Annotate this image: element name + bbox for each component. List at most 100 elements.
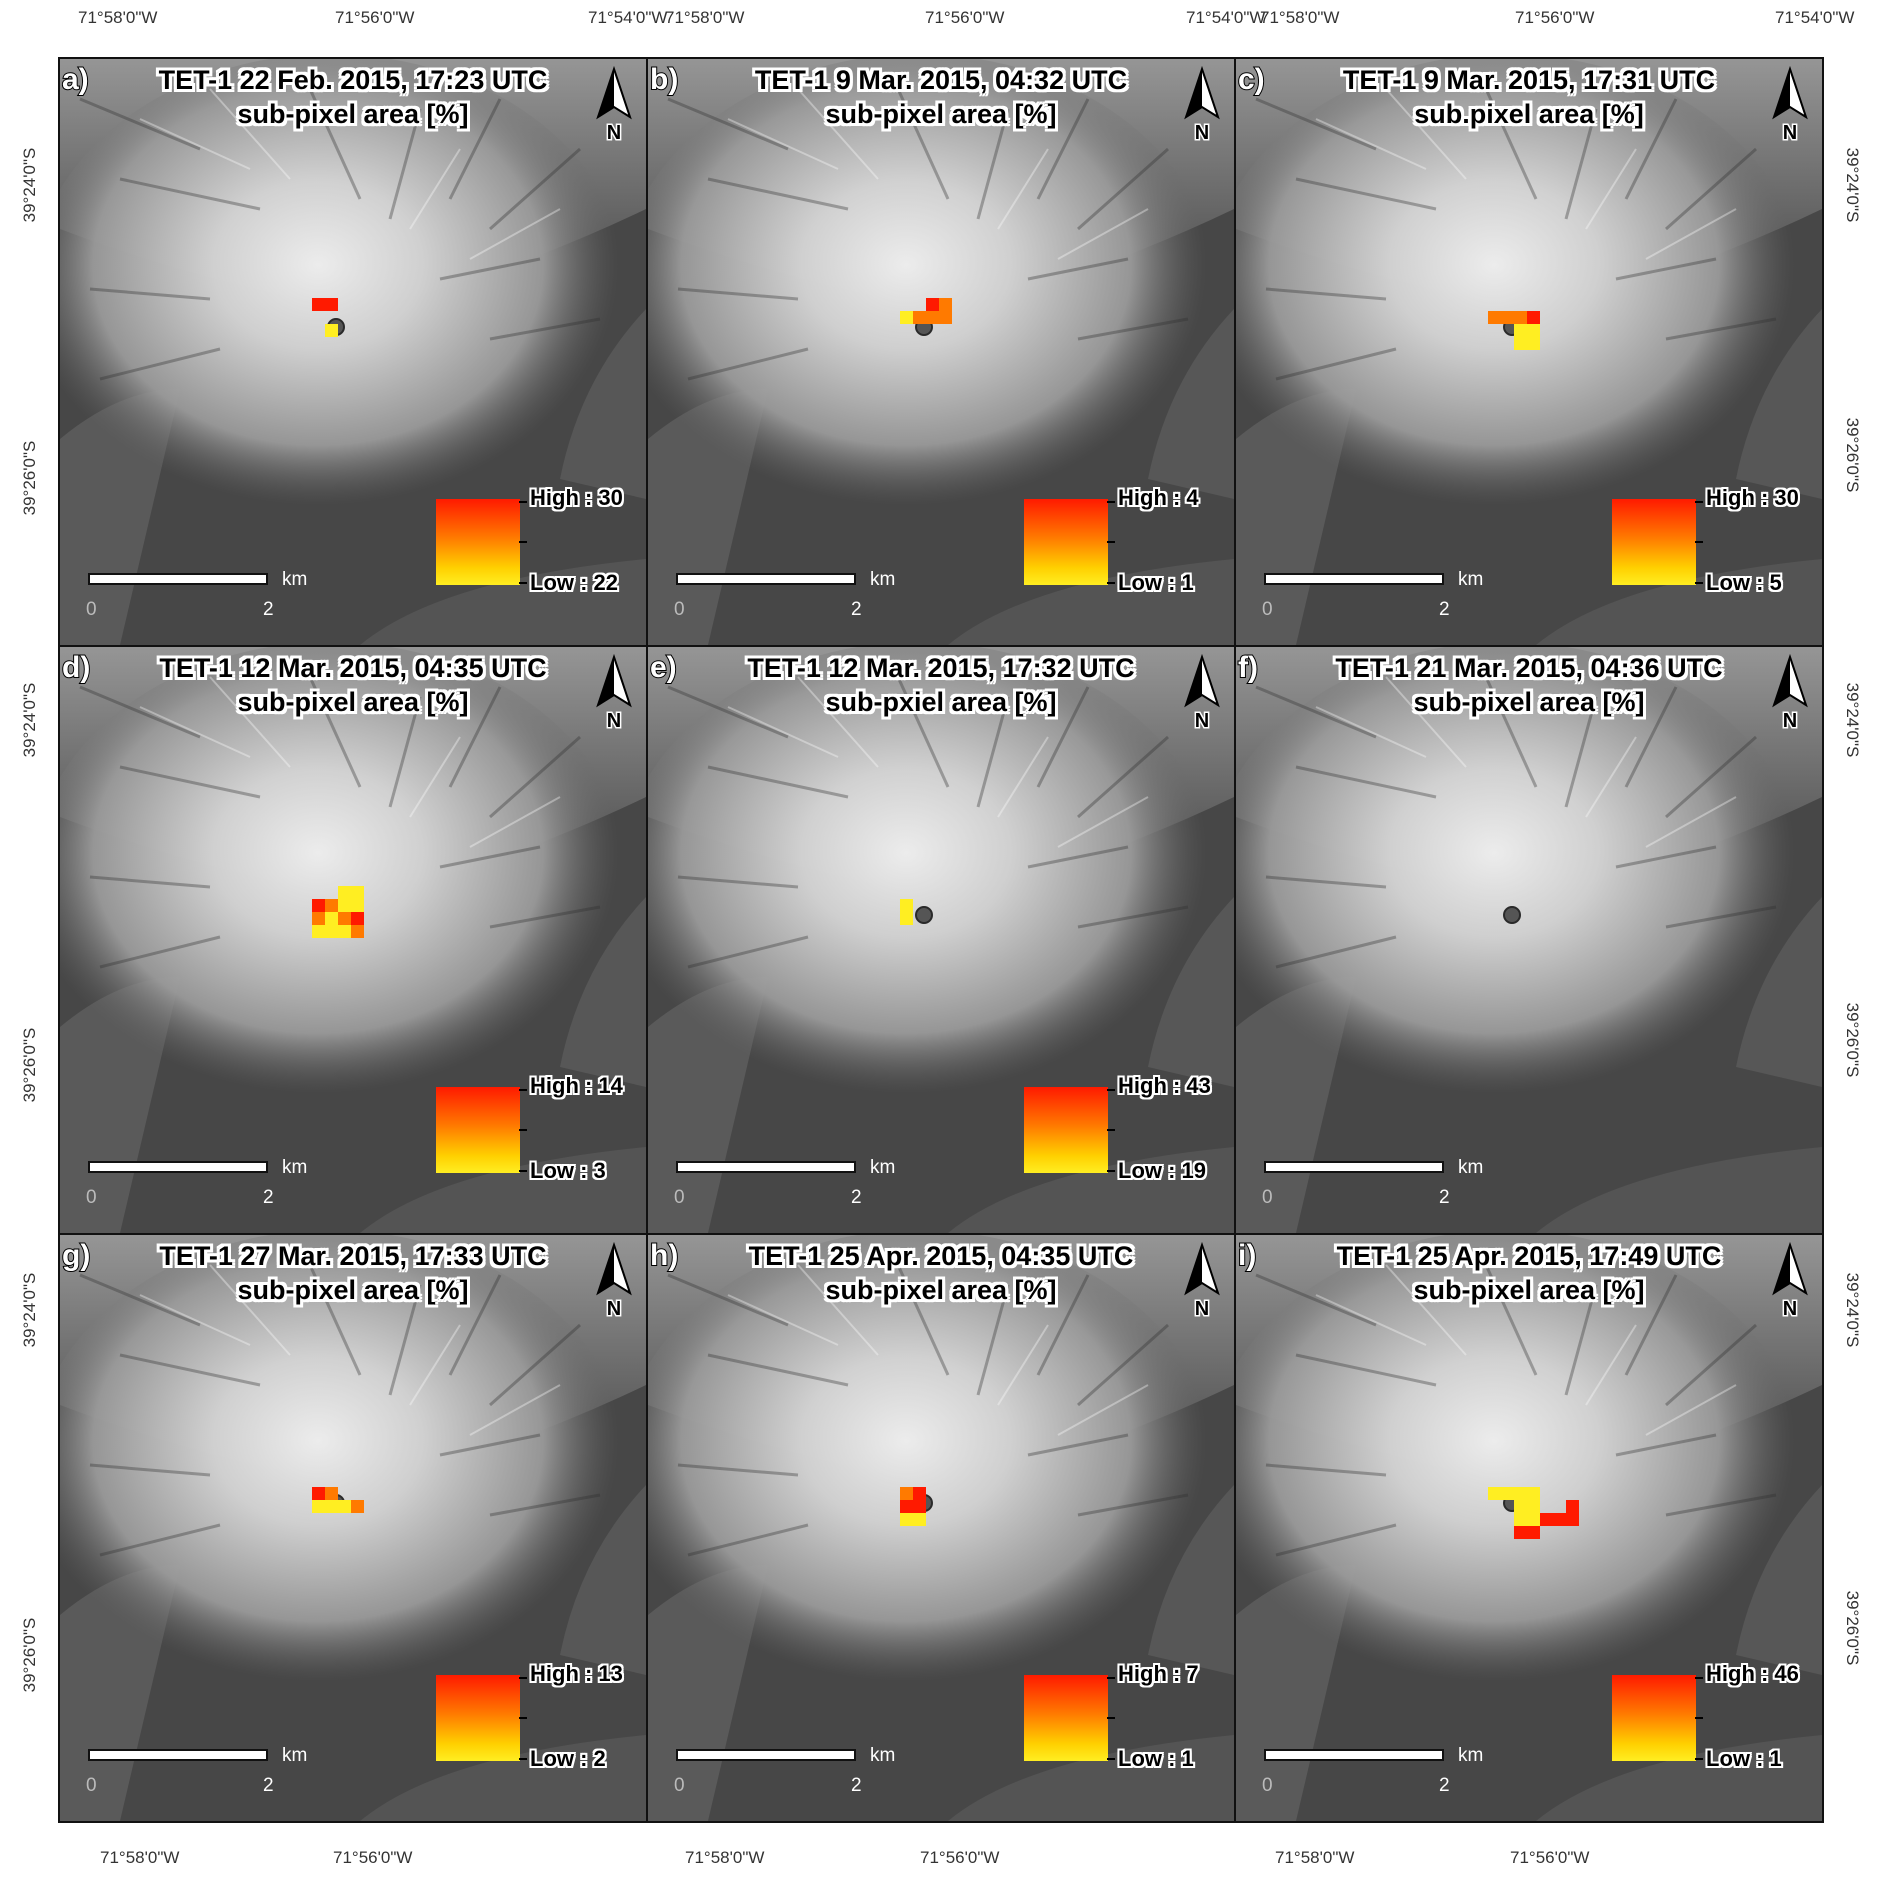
thermal-pixel xyxy=(312,1500,325,1513)
terrain-hillshade xyxy=(1236,647,1822,1233)
thermal-pixel xyxy=(900,1500,913,1513)
map-panel: c) TET-1 9 Mar. 2015, 17:31 UTC sub.pixel … xyxy=(1234,57,1824,647)
map-panel: g) TET-1 27 Mar. 2015, 17:33 UTC sub-pixel… xyxy=(58,1233,648,1823)
right-lat-label: 39°26'0"S xyxy=(1843,1002,1862,1078)
legend-tick xyxy=(1107,1129,1115,1131)
thermal-pixel xyxy=(312,912,325,925)
scale-max: 2 xyxy=(263,1775,274,1796)
thermal-pixel xyxy=(1527,1500,1540,1513)
right-lat-label: 39°24'0"S xyxy=(1843,1272,1862,1348)
thermal-pixel xyxy=(1566,1513,1579,1526)
panel-subtitle: sub-pixel area [%] xyxy=(237,1275,469,1305)
thermal-pixel xyxy=(1501,311,1514,324)
panel-subtitle: sub-pxiel area [%] xyxy=(825,687,1057,717)
thermal-pixel xyxy=(325,912,338,925)
scale-unit: km xyxy=(870,1745,896,1766)
thermal-pixel xyxy=(1488,311,1501,324)
bottom-lon-label: 71°58'0"W xyxy=(685,1848,765,1867)
thermal-pixel xyxy=(351,912,364,925)
left-lat-label: 39°24'0"S xyxy=(20,147,39,223)
legend-color-ramp xyxy=(436,1675,520,1761)
thermal-pixel xyxy=(1501,1487,1514,1500)
scale-unit: km xyxy=(282,1157,308,1178)
thermal-pixel xyxy=(1527,1487,1540,1500)
terrain-hillshade xyxy=(648,647,1234,1233)
terrain-hillshade xyxy=(1236,59,1822,645)
thermal-pixel xyxy=(1527,311,1540,324)
thermal-pixel xyxy=(325,1487,338,1500)
legend-low: Low : 1 xyxy=(1118,1746,1194,1771)
thermal-pixel xyxy=(913,1500,926,1513)
scale-zero: 0 xyxy=(674,1775,685,1796)
north-label: N xyxy=(1195,122,1209,143)
thermal-pixel xyxy=(325,324,338,337)
right-lat-label: 39°24'0"S xyxy=(1843,682,1862,758)
scale-unit: km xyxy=(870,569,896,590)
north-label: N xyxy=(1783,710,1797,731)
thermal-pixel xyxy=(338,886,351,899)
thermal-pixel xyxy=(312,1487,325,1500)
legend-tick xyxy=(1695,1677,1703,1679)
scale-zero: 0 xyxy=(86,1775,97,1796)
top-lon-label: 71°54'0"W xyxy=(1186,8,1266,27)
panel-title: TET-1 12 Mar. 2015, 04:35 UTC xyxy=(159,653,547,683)
scale-bar xyxy=(676,1749,856,1761)
scale-max: 2 xyxy=(263,1187,274,1208)
scale-bar xyxy=(1264,1749,1444,1761)
scale-unit: km xyxy=(870,1157,896,1178)
thermal-pixel xyxy=(351,899,364,912)
map-panel: b) TET-1 9 Mar. 2015, 04:32 UTC sub-pixel … xyxy=(646,57,1236,647)
legend-tick xyxy=(1107,582,1115,584)
scale-zero: 0 xyxy=(86,1187,97,1208)
legend-high: High : 14 xyxy=(530,1073,623,1098)
bottom-lon-label: 71°56'0"W xyxy=(920,1848,1000,1867)
panel-title: TET-1 9 Mar. 2015, 04:32 UTC xyxy=(754,65,1128,95)
north-label: N xyxy=(1195,1298,1209,1319)
thermal-pixel xyxy=(325,298,338,311)
map-panel: d) TET-1 12 Mar. 2015, 04:35 UTC sub-pixel… xyxy=(58,645,648,1235)
scale-unit: km xyxy=(1458,569,1484,590)
legend-tick xyxy=(1695,1717,1703,1719)
panel-title: TET-1 22 Feb. 2015, 17:23 UTC xyxy=(158,65,548,95)
thermal-pixel xyxy=(1514,1487,1527,1500)
terrain-hillshade xyxy=(60,1235,646,1821)
legend-tick xyxy=(519,1089,527,1091)
north-label: N xyxy=(607,122,621,143)
north-label: N xyxy=(1783,122,1797,143)
legend-tick xyxy=(1107,1717,1115,1719)
bottom-lon-label: 71°56'0"W xyxy=(333,1848,413,1867)
legend-tick xyxy=(519,541,527,543)
thermal-pixel xyxy=(338,925,351,938)
top-lon-label: 71°56'0"W xyxy=(925,8,1005,27)
north-arrow-icon: N xyxy=(1772,653,1808,731)
left-lat-label: 39°26'0"S xyxy=(20,440,39,516)
scale-zero: 0 xyxy=(674,1187,685,1208)
terrain-hillshade xyxy=(60,647,646,1233)
thermal-pixel xyxy=(1514,311,1527,324)
legend-color-ramp xyxy=(1024,1675,1108,1761)
panel-subtitle: sub-pixel area [%] xyxy=(1413,687,1645,717)
legend-high: High : 46 xyxy=(1706,1661,1799,1686)
legend-tick xyxy=(1107,1677,1115,1679)
legend-high: High : 4 xyxy=(1118,485,1199,510)
legend-tick xyxy=(519,1758,527,1760)
scale-max: 2 xyxy=(851,1775,862,1796)
thermal-pixel xyxy=(325,925,338,938)
scale-bar xyxy=(1264,573,1444,585)
thermal-pixel xyxy=(1527,1513,1540,1526)
thermal-pixel xyxy=(1514,1513,1527,1526)
thermal-pixel xyxy=(312,298,325,311)
panel-subtitle: sub-pixel area [%] xyxy=(1413,1275,1645,1305)
thermal-pixel xyxy=(1514,1500,1527,1513)
scale-bar xyxy=(676,573,856,585)
thermal-pixel xyxy=(1514,1526,1527,1539)
thermal-pixel xyxy=(1540,1513,1553,1526)
thermal-pixel xyxy=(1514,324,1527,337)
legend-color-ramp xyxy=(436,499,520,585)
legend-tick xyxy=(1107,1758,1115,1760)
top-lon-label: 71°58'0"W xyxy=(665,8,745,27)
scale-unit: km xyxy=(1458,1745,1484,1766)
legend-tick xyxy=(519,1717,527,1719)
legend-color-ramp xyxy=(1024,1087,1108,1173)
legend-tick xyxy=(1695,582,1703,584)
